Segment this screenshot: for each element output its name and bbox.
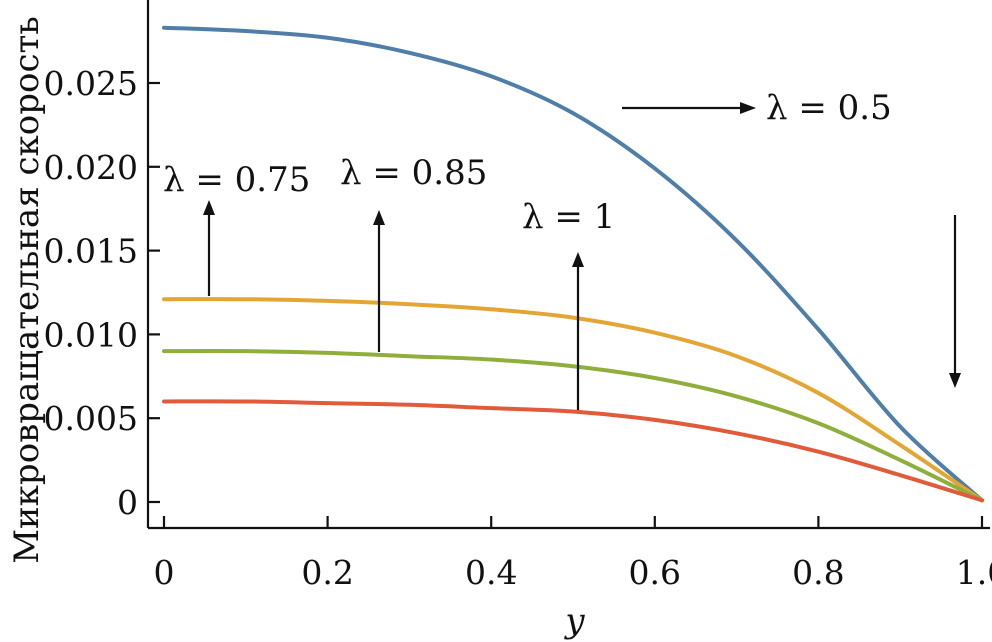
x-axis-label: y [563,601,585,641]
y-ticks: 0 0.005 0.010 0.015 0.020 0.025 [44,64,160,522]
y-tick-label: 0.010 [44,315,138,354]
annotation-lambda-085: λ = 0.85 [340,153,487,193]
y-tick-label: 0.005 [44,399,138,438]
arrowhead-down [949,373,961,388]
y-tick-label: 0.025 [44,64,138,103]
annotation-lambda-05: λ = 0.5 [766,88,892,128]
y-axis-label: Микровращательная скорость [7,16,47,564]
arrowhead-lambda-05 [740,102,756,114]
y-tick-label: 0.015 [44,232,138,271]
x-tick-label: 0 [154,553,175,592]
annotation-lambda-075: λ = 0.75 [163,160,310,200]
x-tick-label: 1.0 [956,553,992,592]
annotation-lambda-1: λ = 1 [522,197,615,237]
annotations: λ = 0.5 λ = 0.75 λ = 0.85 λ = 1 [163,88,961,410]
series-line-4 [162,399,984,503]
axes [146,0,990,530]
series-line-1 [162,25,984,503]
x-ticks: 0 0.2 0.4 0.6 0.8 1.0 [154,516,992,592]
y-tick-label: 0 [117,483,138,522]
y-tick-label: 0.020 [44,148,138,187]
series-layer [162,25,984,503]
arrowhead-lambda-075 [203,200,215,215]
x-tick-label: 0.2 [301,553,353,592]
x-tick-label: 0.4 [465,553,517,592]
arrowhead-lambda-1 [572,252,584,267]
arrowhead-lambda-085 [373,210,385,225]
x-tick-label: 0.8 [792,553,844,592]
x-tick-label: 0.6 [629,553,681,592]
series-line-3 [162,349,984,503]
series-line-2 [162,297,984,503]
